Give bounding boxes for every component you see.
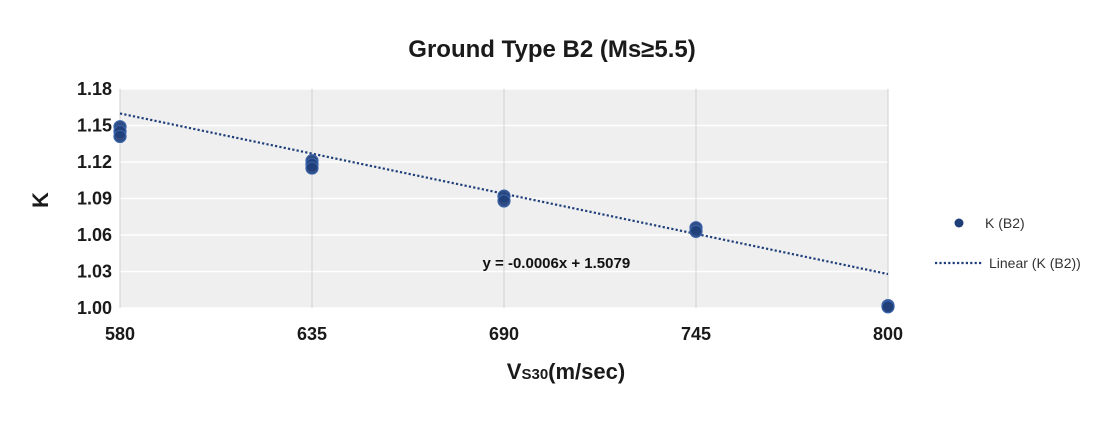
x-tick-labels: 580 635 690 745 800 <box>105 324 903 344</box>
y-tick-label: 1.03 <box>77 262 112 282</box>
data-point <box>881 300 895 314</box>
y-tick-label: 1.18 <box>77 79 112 99</box>
trendline-equation: y = -0.0006x + 1.5079 <box>483 255 631 272</box>
x-tick-label: 800 <box>873 324 903 344</box>
x-tick-label: 580 <box>105 324 135 344</box>
data-point <box>497 194 511 208</box>
legend: K (B2) Linear (K (B2)) <box>935 215 1081 271</box>
legend-label-series: K (B2) <box>985 215 1025 231</box>
legend-label-trendline: Linear (K (B2)) <box>989 255 1081 271</box>
chart-title: Ground Type B2 (Ms≥5.5) <box>408 36 695 63</box>
x-axis-label-main: V <box>507 359 522 384</box>
data-point <box>113 129 127 144</box>
y-tick-label: 1.09 <box>77 189 112 209</box>
y-tick-label: 1.12 <box>77 152 112 172</box>
y-tick-label: 1.00 <box>77 298 112 318</box>
y-axis-label: K <box>28 192 53 208</box>
data-points <box>113 120 895 314</box>
y-tick-label: 1.06 <box>77 225 112 245</box>
annotations: y = -0.0006x + 1.5079 <box>483 255 631 272</box>
x-tick-label: 635 <box>297 324 327 344</box>
y-tick-label: 1.15 <box>77 116 112 136</box>
x-axis-label-subscript: S30 <box>521 366 548 383</box>
y-tick-labels: 1.00 1.03 1.06 1.09 1.12 1.15 1.18 <box>77 79 112 318</box>
x-tick-label: 745 <box>681 324 711 344</box>
legend-marker-icon <box>954 218 964 228</box>
x-tick-label: 690 <box>489 324 519 344</box>
x-axis-label: VS30(m/sec) <box>507 359 625 384</box>
data-point <box>305 161 319 175</box>
x-axis-label-unit: (m/sec) <box>548 359 625 384</box>
data-point <box>689 224 703 238</box>
